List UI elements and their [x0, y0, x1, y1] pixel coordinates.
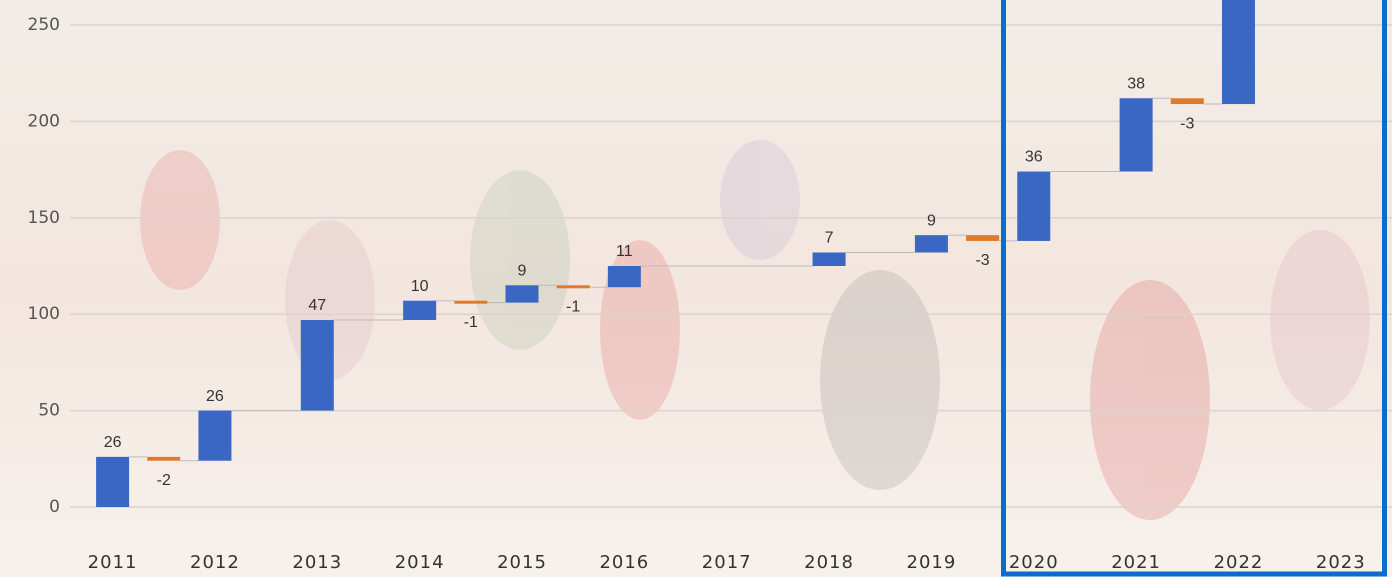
- y-tick-label: 250: [28, 15, 60, 35]
- x-tick-label: 2012: [190, 552, 240, 573]
- decrease-bar: [454, 301, 487, 304]
- data-label: -3: [1180, 115, 1194, 132]
- data-label: 47: [308, 297, 326, 314]
- data-label: -3: [975, 252, 989, 269]
- increase-bar: [301, 320, 334, 411]
- decrease-bar: [1171, 98, 1204, 104]
- data-label: 26: [104, 434, 122, 451]
- data-label: -2: [157, 472, 171, 489]
- data-label: 9: [518, 262, 527, 279]
- data-label: -1: [464, 314, 478, 331]
- x-tick-label: 2014: [395, 552, 445, 573]
- x-tick-label: 2022: [1214, 552, 1264, 573]
- data-label: 26: [206, 388, 224, 405]
- chart: 0 50 100 150 200 250 2011 2012 2013 2014 2015 2016 2…: [0, 0, 1392, 577]
- increase-bar: [403, 301, 436, 320]
- increase-bar: [96, 457, 129, 507]
- y-tick-label: 50: [38, 401, 60, 421]
- data-label: 9: [927, 212, 936, 229]
- decrease-bar: [557, 285, 590, 288]
- x-tick-label: 2020: [1009, 552, 1059, 573]
- increase-bar: [506, 285, 539, 302]
- data-label: 10: [411, 278, 429, 295]
- x-tick-label: 2018: [804, 552, 854, 573]
- x-tick-label: 2015: [497, 552, 547, 573]
- increase-bar: [1017, 172, 1050, 241]
- increase-bar: [915, 235, 948, 252]
- x-tick-label: 2023: [1316, 552, 1366, 573]
- decrease-bar: [147, 457, 180, 461]
- data-label: 7: [825, 230, 834, 247]
- y-tick-label: 100: [28, 304, 60, 324]
- data-label: -1: [566, 298, 580, 315]
- increase-bar: [1120, 98, 1153, 171]
- x-tick-label: 2011: [88, 552, 138, 573]
- y-tick-label: 150: [28, 208, 60, 228]
- increase-bar: [198, 411, 231, 461]
- y-tick-label: 200: [28, 111, 60, 131]
- increase-bar: [813, 253, 846, 266]
- x-tick-label: 2017: [702, 552, 752, 573]
- x-tick-label: 2021: [1111, 552, 1161, 573]
- data-label: 36: [1025, 149, 1043, 166]
- data-label: 11: [616, 243, 633, 260]
- x-tick-label: 2019: [907, 552, 957, 573]
- increase-bar: [1222, 0, 1255, 104]
- x-tick-label: 2013: [292, 552, 342, 573]
- increase-bar: [608, 266, 641, 287]
- y-tick-label: 0: [49, 497, 60, 517]
- x-tick-label: 2016: [599, 552, 649, 573]
- data-label: 38: [1127, 75, 1145, 92]
- decrease-bar: [966, 235, 999, 241]
